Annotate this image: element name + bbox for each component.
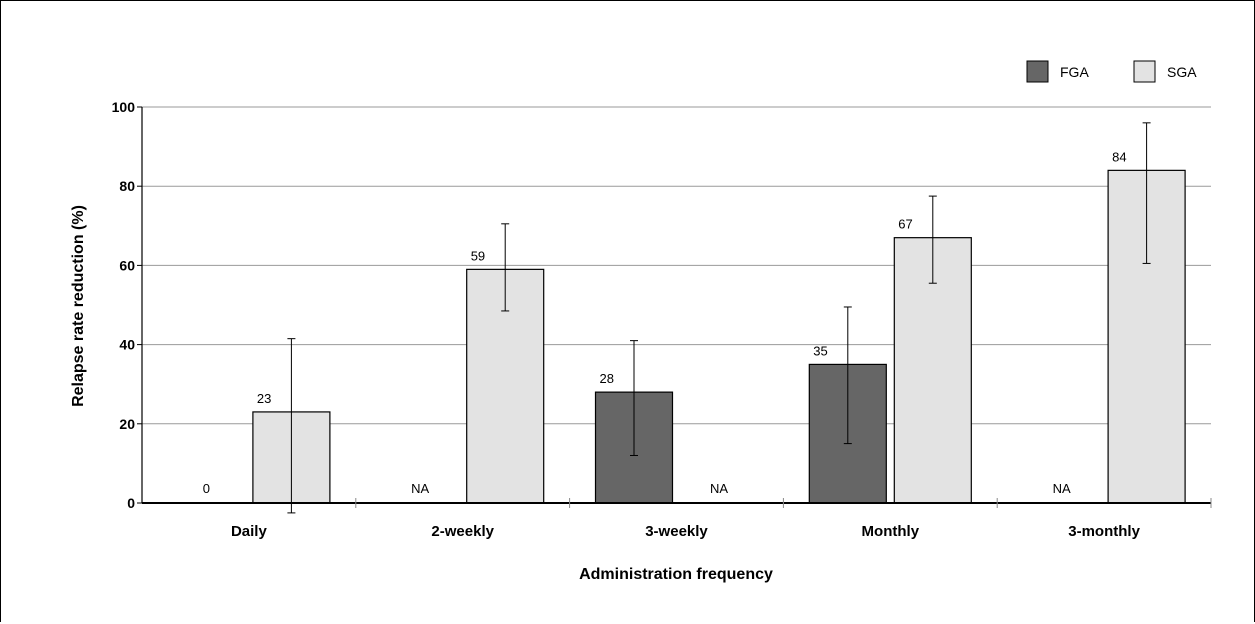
data-label: 0 <box>203 481 210 496</box>
y-tick-label: 80 <box>119 178 135 194</box>
y-tick-label: 20 <box>119 416 135 432</box>
data-labels: 0 NA 28 35 NA 23 59 NA 67 84 <box>203 149 1127 496</box>
gridlines <box>142 106 1211 425</box>
data-label: NA <box>710 481 728 496</box>
error-bars <box>287 122 1151 514</box>
data-label: 23 <box>257 391 271 406</box>
x-category-label: 3-monthly <box>1068 523 1140 540</box>
x-category-label: Monthly <box>862 523 920 540</box>
data-label: 28 <box>600 371 614 386</box>
bars <box>252 169 1186 504</box>
legend: FGA SGA <box>1026 60 1197 83</box>
x-category-label: Daily <box>231 523 268 540</box>
data-label: NA <box>1053 481 1071 496</box>
data-label: 59 <box>471 248 485 263</box>
legend-swatch-sga <box>1133 60 1156 83</box>
legend-label: FGA <box>1060 64 1089 80</box>
data-label: 84 <box>1112 149 1126 164</box>
y-axis-title: Relapse rate reduction (%) <box>70 205 87 407</box>
y-tick-label: 40 <box>119 337 135 353</box>
y-tick-label: 60 <box>119 257 135 273</box>
y-tick-label: 100 <box>112 99 136 115</box>
x-category-label: 2-weekly <box>431 523 494 540</box>
data-label: 67 <box>898 217 912 232</box>
x-category-label: 3-weekly <box>645 523 708 540</box>
data-label: 35 <box>813 343 827 358</box>
legend-swatch-fga <box>1026 60 1049 83</box>
x-axis-title: Administration frequency <box>579 566 773 583</box>
legend-label: SGA <box>1167 64 1197 80</box>
axes: 0 20 40 60 80 100 Daily 2-weekly 3-weekly Monthly… <box>112 99 1212 540</box>
data-label: NA <box>411 481 429 496</box>
y-tick-label: 0 <box>127 495 135 511</box>
